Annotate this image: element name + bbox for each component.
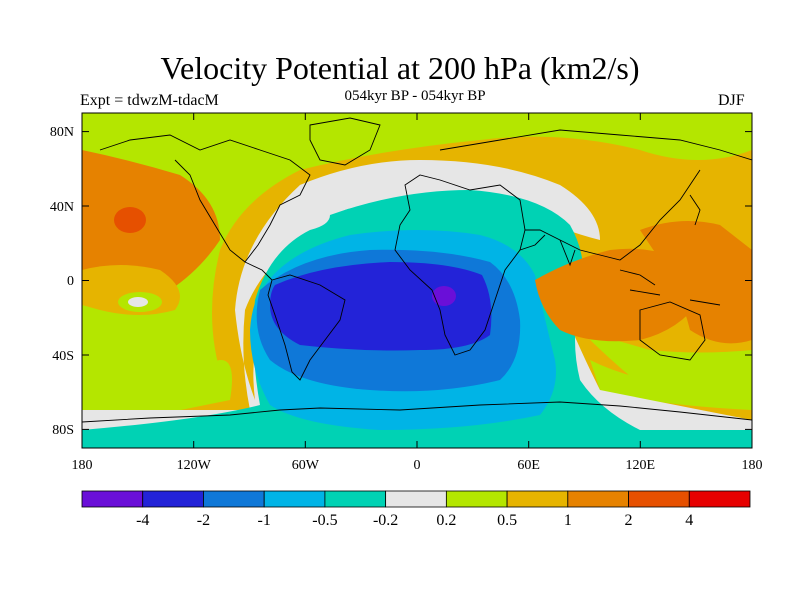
chart-subtitle: 054kyr BP - 054kyr BP (344, 88, 486, 104)
lat-tick-label: 80S (52, 423, 74, 438)
colorbar-label: 0.5 (497, 512, 517, 529)
colorbar-label: -0.2 (373, 512, 398, 529)
colorbar-box (203, 490, 265, 508)
lat-tick-label: 40N (50, 200, 74, 215)
lat-tick-label: 80N (50, 125, 74, 140)
lat-tick-labels: 80N 40N 0 40S 80S (50, 125, 74, 438)
colorbar-box (385, 490, 447, 508)
colorbar-label: -0.5 (312, 512, 337, 529)
colorbar-label: 2 (625, 512, 633, 529)
colorbar-box (81, 490, 144, 508)
colorbar-label: -2 (197, 512, 210, 529)
lon-tick-marks (81, 113, 753, 448)
lon-tick-label: 180 (742, 458, 763, 473)
lat-tick-label: 0 (67, 274, 74, 289)
colorbar-label: -4 (136, 512, 149, 529)
lon-tick-label: 120E (626, 458, 656, 473)
lon-tick-label: 60W (292, 458, 320, 473)
colorbar-label: 4 (685, 512, 693, 529)
contour-field (82, 113, 752, 448)
lon-tick-label: 120W (177, 458, 212, 473)
colorbar-box (263, 490, 326, 508)
lon-tick-label: 0 (414, 458, 421, 473)
lat-tick-marks (82, 131, 752, 430)
lon-tick-labels: 180 120W 60W 0 60E 120E 180 (72, 458, 763, 473)
experiment-label: Expt = tdwzM-tdacM (80, 92, 219, 109)
colorbar-box (445, 490, 508, 508)
colorbar-box (142, 490, 204, 508)
colorbar-label: 1 (564, 512, 572, 529)
colorbar (81, 490, 751, 508)
colorbar-labels: -4 -2 -1 -0.5 -0.2 0.2 0.5 1 2 4 (136, 512, 693, 529)
colorbar-box (567, 490, 629, 508)
colorbar-box (506, 490, 569, 508)
colorbar-box (628, 490, 690, 508)
colorbar-box (324, 490, 387, 508)
colorbar-label: 0.2 (436, 512, 456, 529)
chart-title: Velocity Potential at 200 hPa (km2/s) (160, 50, 640, 86)
lon-tick-label: 60E (517, 458, 540, 473)
colorbar-label: -1 (258, 512, 271, 529)
coastlines (82, 117, 752, 423)
season-label: DJF (718, 92, 745, 109)
colorbar-box (688, 490, 751, 508)
lat-tick-label: 40S (52, 349, 74, 364)
lon-tick-label: 180 (72, 458, 93, 473)
